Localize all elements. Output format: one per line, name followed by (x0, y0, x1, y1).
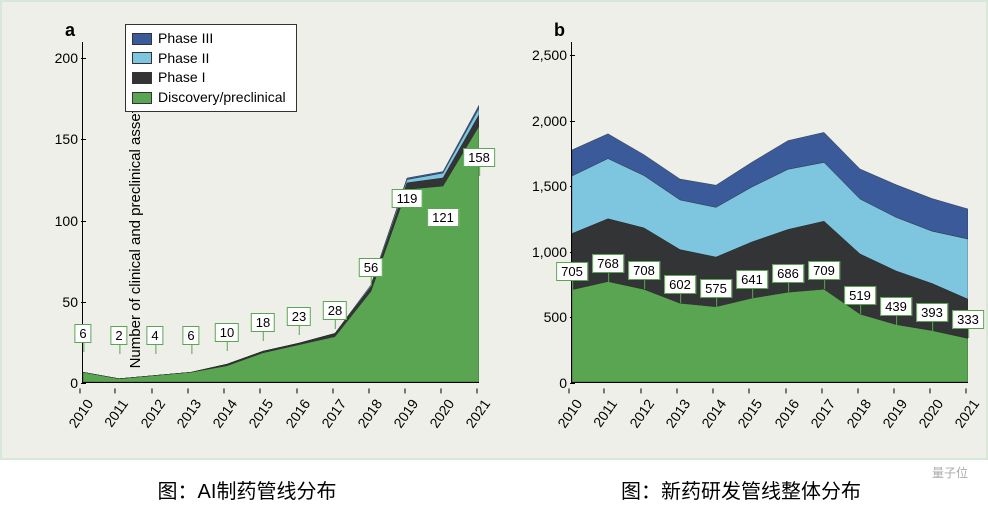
x-tick: 2015 (246, 396, 277, 431)
data-label: 708 (628, 261, 660, 280)
x-tick: 2014 (210, 396, 241, 431)
x-ticks-a: 2010201120122013201420152016201720182019… (82, 388, 479, 438)
y-ticks-b: 05001,0001,5002,0002,500 (537, 42, 567, 383)
data-label: 4 (146, 326, 163, 345)
data-label: 6 (182, 326, 199, 345)
data-label: 641 (736, 270, 768, 289)
y-tick: 2,000 (517, 113, 567, 129)
x-tick: 2021 (951, 396, 982, 431)
legend-item: Discovery/preclinical (132, 88, 286, 108)
x-tick: 2011 (101, 396, 131, 430)
watermark: 量子位 (932, 464, 968, 481)
data-label: 575 (700, 279, 732, 298)
x-tick: 2020 (915, 396, 946, 431)
charts-container: a Phase IIIPhase IIPhase IDiscovery/prec… (0, 0, 988, 460)
legend-swatch (132, 52, 152, 64)
y-tick: 50 (28, 294, 78, 310)
legend-item: Phase III (132, 29, 286, 49)
caption-a: 图：AI制药管线分布 (0, 475, 494, 504)
y-tick: 1,500 (517, 178, 567, 194)
x-tick: 2014 (699, 396, 730, 431)
x-tick: 2013 (663, 396, 694, 431)
data-label: 519 (844, 286, 876, 305)
x-tick: 2021 (462, 396, 493, 431)
chart-panel-a: a Phase IIIPhase IIPhase IDiscovery/prec… (10, 12, 489, 458)
data-label: 56 (359, 258, 383, 277)
x-tick: 2020 (426, 396, 457, 431)
legend-label: Discovery/preclinical (158, 88, 286, 108)
x-tick: 2017 (318, 396, 349, 431)
x-tick: 2010 (554, 396, 585, 431)
legend-label: Phase II (158, 49, 209, 69)
data-label: 705 (556, 262, 588, 281)
data-label: 23 (287, 307, 311, 326)
y-tick: 2,500 (517, 47, 567, 63)
legend-swatch (132, 33, 152, 45)
area-chart-b (572, 42, 968, 382)
x-tick: 2015 (735, 396, 766, 431)
area-discovery (83, 126, 479, 382)
x-tick: 2019 (879, 396, 910, 431)
x-tick: 2012 (137, 396, 168, 431)
legend-swatch (132, 92, 152, 104)
legend-label: Phase III (158, 29, 213, 49)
data-label: 602 (664, 275, 696, 294)
y-tick: 500 (517, 309, 567, 325)
x-tick: 2016 (282, 396, 313, 431)
x-tick: 2018 (354, 396, 385, 431)
y-tick: 150 (28, 131, 78, 147)
data-label: 686 (772, 264, 804, 283)
data-label: 18 (251, 313, 275, 332)
x-ticks-b: 2010201120122013201420152016201720182019… (571, 388, 968, 438)
x-tick: 2018 (843, 396, 874, 431)
x-tick: 2012 (626, 396, 657, 431)
chart-panel-b: b 05001,0001,5002,0002,500 7057687086025… (499, 12, 978, 458)
y-tick: 1,000 (517, 244, 567, 260)
x-tick: 2017 (807, 396, 838, 431)
plot-area-b: 705768708602575641686709519439393333 (571, 42, 968, 383)
data-label: 158 (463, 148, 495, 167)
x-tick: 2011 (590, 396, 620, 430)
y-tick: 0 (517, 375, 567, 391)
panel-a-label: a (65, 20, 75, 41)
data-label: 6 (74, 324, 91, 343)
y-tick: 200 (28, 50, 78, 66)
panel-b-label: b (554, 20, 565, 41)
data-label: 393 (916, 303, 948, 322)
data-label: 768 (592, 254, 624, 273)
data-label: 333 (952, 310, 984, 329)
caption-b: 图：新药研发管线整体分布 (494, 475, 988, 504)
data-label: 119 (392, 189, 423, 208)
legend-swatch (132, 72, 152, 84)
data-label: 2 (110, 326, 127, 345)
y-tick: 100 (28, 213, 78, 229)
captions: 图：AI制药管线分布 图：新药研发管线整体分布 (0, 460, 988, 504)
legend-item: Phase I (132, 68, 286, 88)
y-tick: 0 (28, 375, 78, 391)
data-label: 121 (427, 208, 459, 227)
data-label: 10 (215, 323, 239, 342)
data-label: 439 (880, 297, 912, 316)
legend-item: Phase II (132, 49, 286, 69)
legend: Phase IIIPhase IIPhase IDiscovery/precli… (125, 24, 297, 112)
x-tick: 2010 (65, 396, 96, 431)
data-label: 709 (808, 261, 840, 280)
x-tick: 2016 (771, 396, 802, 431)
x-tick: 2019 (390, 396, 421, 431)
x-tick: 2013 (174, 396, 205, 431)
data-label: 28 (323, 301, 347, 320)
legend-label: Phase I (158, 68, 205, 88)
